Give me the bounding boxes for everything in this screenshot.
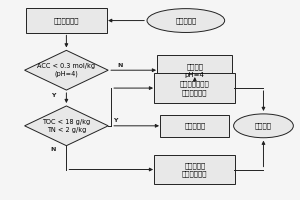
- FancyBboxPatch shape: [154, 155, 235, 184]
- Ellipse shape: [147, 9, 225, 32]
- Text: Y: Y: [51, 93, 55, 98]
- FancyBboxPatch shape: [158, 55, 232, 85]
- Polygon shape: [25, 106, 108, 146]
- Text: 补充营养剂: 补充营养剂: [184, 123, 206, 129]
- Ellipse shape: [234, 114, 293, 138]
- FancyBboxPatch shape: [26, 8, 107, 33]
- FancyBboxPatch shape: [160, 115, 229, 137]
- Polygon shape: [25, 50, 108, 90]
- FancyBboxPatch shape: [154, 73, 235, 103]
- Text: Y: Y: [113, 118, 118, 123]
- Text: 淋滤结束: 淋滤结束: [255, 123, 272, 129]
- Text: TOC < 18 g/kg
TN < 2 g/kg: TOC < 18 g/kg TN < 2 g/kg: [42, 119, 91, 133]
- Text: N: N: [118, 63, 123, 68]
- Text: ACC < 0.3 mol/kg
(pH=4): ACC < 0.3 mol/kg (pH=4): [37, 63, 95, 77]
- Text: 预酸化至
pH=4: 预酸化至 pH=4: [185, 63, 205, 78]
- Text: N: N: [50, 147, 56, 152]
- Text: 沉积物采集: 沉积物采集: [175, 17, 196, 24]
- Text: 添加淋滤功能菌
进行生物淋滤: 添加淋滤功能菌 进行生物淋滤: [180, 80, 210, 96]
- Text: 理化性质检测: 理化性质检测: [54, 17, 79, 24]
- Text: 利用土著菌
进行生物淋滤: 利用土著菌 进行生物淋滤: [182, 162, 208, 177]
